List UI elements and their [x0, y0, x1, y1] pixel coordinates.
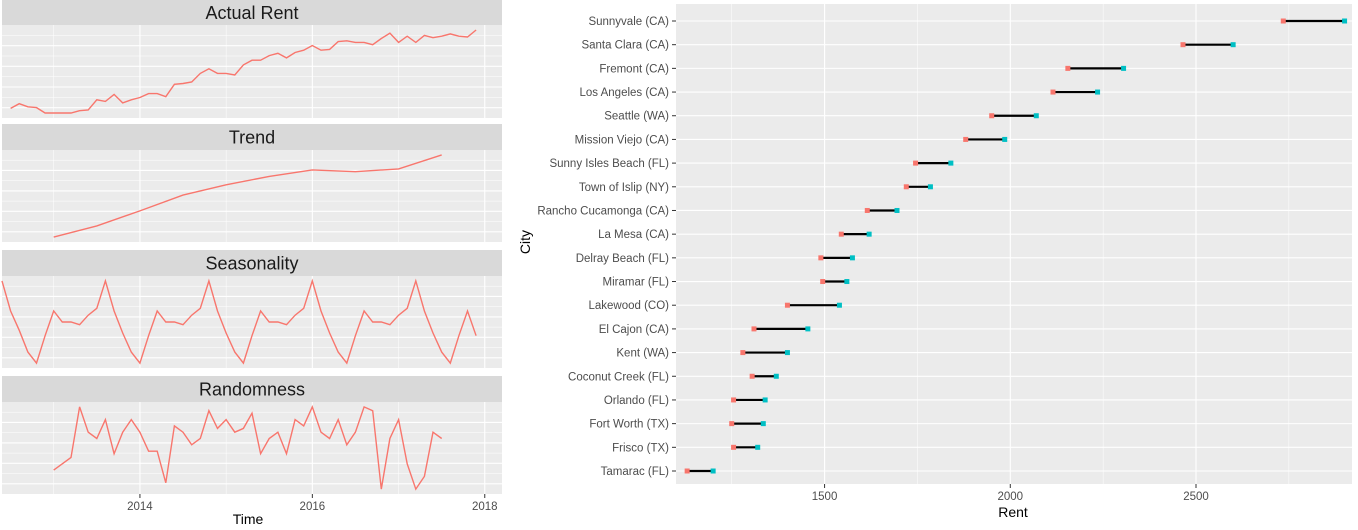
start-point: [903, 184, 909, 190]
start-point: [749, 373, 755, 379]
start-point: [818, 255, 824, 261]
plot-panel: [676, 4, 1352, 484]
end-point: [710, 468, 716, 474]
end-point: [1033, 113, 1039, 119]
x-tick-label: 2500: [1183, 491, 1209, 503]
facet-strip: [2, 250, 502, 276]
start-point: [963, 136, 969, 142]
series-line: [1, 278, 477, 365]
series-line: [10, 29, 477, 114]
y-tick-label: Town of Islip (NY): [579, 182, 669, 194]
facet-panel: [2, 150, 502, 242]
y-tick-label: Rancho Cucamonga (CA): [537, 205, 669, 217]
facet-strip-title: Trend: [229, 128, 275, 148]
start-point: [740, 350, 746, 356]
y-tick-label: Santa Clara (CA): [581, 40, 669, 52]
end-point: [927, 184, 933, 190]
end-point: [866, 231, 872, 237]
facet-line-chart: Actual Rent Trend Seasonality Randomness 201…: [1, 0, 502, 513]
facet-strip-title: Actual Rent: [205, 3, 298, 23]
y-tick-label: Los Angeles (CA): [580, 87, 670, 99]
end-point: [1095, 89, 1101, 95]
x-tick-label: 2016: [300, 501, 326, 513]
start-point: [684, 468, 690, 474]
start-point: [751, 326, 757, 332]
series-line: [53, 405, 443, 491]
end-point: [894, 207, 900, 213]
dumbbell-x-axis-title: Rent: [998, 504, 1028, 520]
start-point: [784, 302, 790, 308]
end-point: [849, 255, 855, 261]
facet-x-axis-title: Time: [233, 511, 264, 527]
end-point: [773, 373, 779, 379]
start-point: [913, 160, 919, 166]
facet-strip: [2, 124, 502, 150]
end-point: [948, 160, 954, 166]
x-tick-label: 1500: [812, 491, 838, 503]
end-point: [836, 302, 842, 308]
y-tick-label: La Mesa (CA): [598, 229, 669, 241]
start-point: [1280, 18, 1286, 24]
start-point: [838, 231, 844, 237]
end-point: [1121, 65, 1127, 71]
y-tick-label: Delray Beach (FL): [576, 253, 669, 265]
y-tick-label: Sunny Isles Beach (FL): [549, 158, 669, 170]
x-tick-label: 2000: [997, 491, 1023, 503]
facet-panel: [2, 25, 502, 118]
start-point: [731, 444, 737, 450]
y-tick-label: Fremont (CA): [599, 63, 669, 75]
facet-strip: [2, 376, 502, 402]
start-point: [989, 113, 995, 119]
y-tick-label: Seattle (WA): [604, 111, 669, 123]
y-tick-label: Tamarac (FL): [601, 466, 670, 478]
facet-strip-title: Randomness: [199, 380, 305, 400]
end-point: [755, 444, 761, 450]
y-tick-label: Miramar (FL): [603, 277, 670, 289]
end-point: [1342, 18, 1348, 24]
x-tick-label: 2018: [472, 501, 498, 513]
end-point: [784, 350, 790, 356]
y-tick-label: Coconut Creek (FL): [568, 371, 669, 383]
end-point: [805, 326, 811, 332]
x-tick-label: 2014: [127, 501, 153, 513]
y-tick-label: Sunnyvale (CA): [588, 16, 669, 28]
start-point: [1050, 89, 1056, 95]
facet-strip: [2, 0, 502, 25]
end-point: [1230, 42, 1236, 48]
facet-panel: [2, 402, 502, 494]
y-tick-label: Orlando (FL): [604, 395, 669, 407]
start-point: [820, 279, 826, 285]
y-tick-label: Fort Worth (TX): [589, 419, 669, 431]
dumbbell-y-axis-title: City: [517, 230, 533, 254]
y-tick-label: Mission Viejo (CA): [575, 134, 670, 146]
start-point: [731, 397, 737, 403]
y-tick-label: Frisco (TX): [612, 442, 669, 454]
end-point: [844, 279, 850, 285]
facet-panel: [2, 276, 502, 368]
y-tick-label: El Cajon (CA): [599, 324, 669, 336]
end-point: [762, 397, 768, 403]
series-line: [53, 154, 442, 238]
facet-strip-title: Seasonality: [205, 254, 298, 274]
dumbbell-chart: Sunnyvale (CA) Santa Clara (CA) Fremont (C…: [537, 4, 1352, 503]
y-tick-label: Kent (WA): [616, 348, 669, 360]
start-point: [1065, 65, 1071, 71]
end-point: [1002, 136, 1008, 142]
start-point: [1180, 42, 1186, 48]
end-point: [760, 421, 766, 427]
start-point: [864, 207, 870, 213]
y-tick-label: Lakewood (CO): [588, 300, 669, 312]
start-point: [729, 421, 735, 427]
